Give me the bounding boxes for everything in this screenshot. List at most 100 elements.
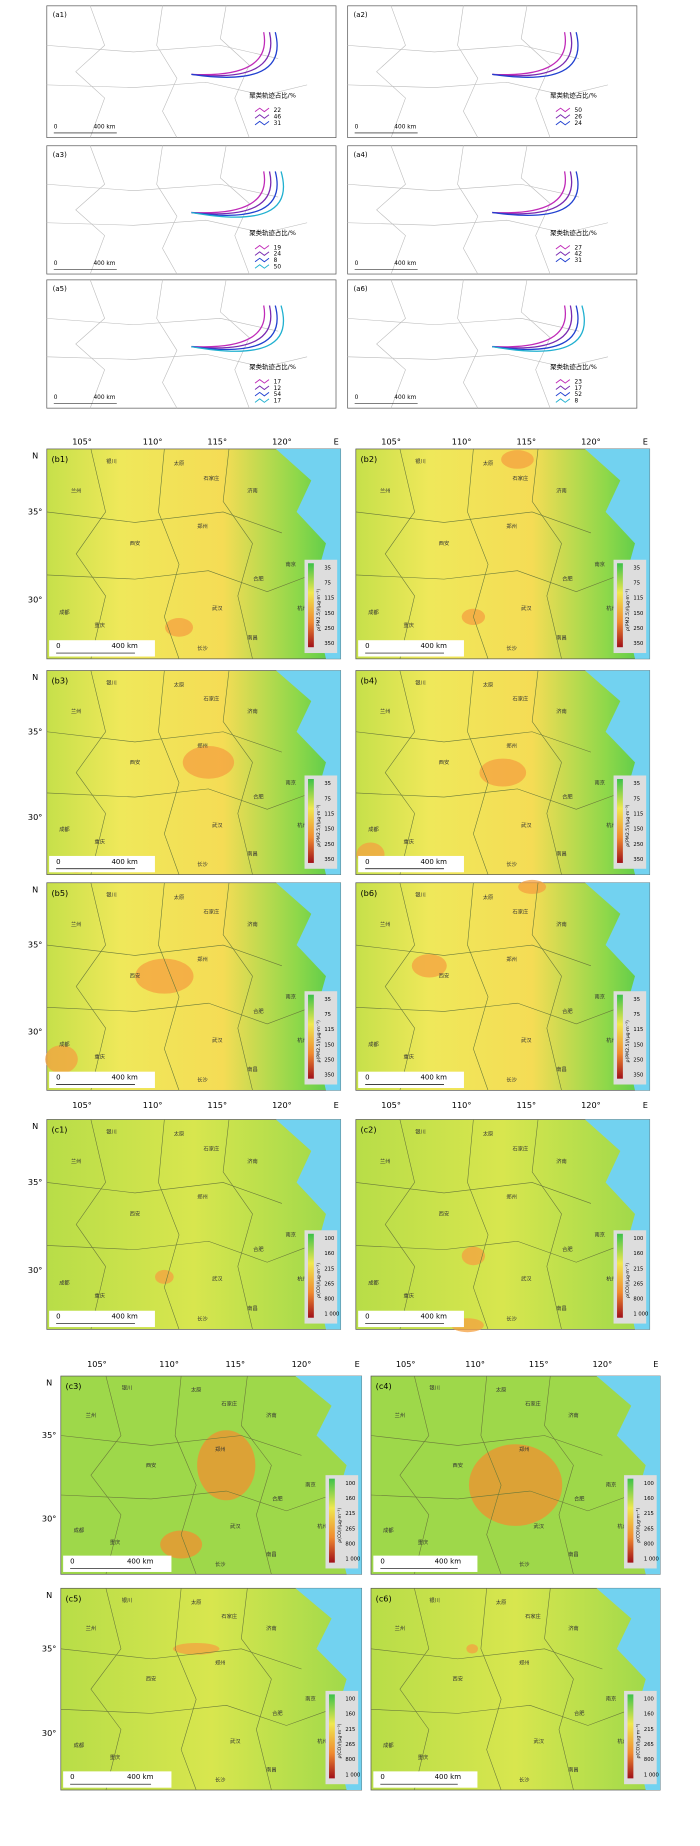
city-label: 成都 [368,608,379,616]
city-label: 南昌 [556,633,566,641]
border [531,448,562,659]
city-label: 杭州 [297,604,307,612]
colorbar [329,1478,335,1563]
border [75,1119,106,1330]
city-label: 兰州 [71,486,81,494]
city-label: 济南 [247,486,257,494]
trajectory [191,305,278,350]
border [46,45,279,59]
trajectory [191,171,266,214]
city-label: 重庆 [94,837,105,845]
scale-box [49,640,155,657]
colorbar-tick: 265 [644,1526,654,1532]
legend-value: 8 [274,258,278,264]
city-label: 南昌 [568,1765,578,1773]
city-label: 郑州 [197,522,207,530]
city-label: 南昌 [556,1065,566,1073]
legend-swatch [254,120,270,126]
colorbar-tick: 250 [324,626,334,632]
legend-swatch [254,264,270,269]
latitude-label: 30° [28,595,42,605]
city-label: 银川 [415,1128,425,1136]
scale-end: 400 km [420,1313,447,1321]
border [480,1588,502,1791]
colorbar-tick: 350 [633,641,643,647]
hotspot [411,954,447,978]
city-label: 南京 [285,992,295,1000]
city-label: 石家庄 [221,1399,237,1407]
city-label: 重庆 [403,1053,414,1061]
latitude-label: 30° [28,1027,42,1037]
hotspot [172,1642,220,1655]
city-label: 兰州 [380,486,390,494]
border [46,1240,312,1263]
hotspot [135,958,194,994]
scale-start: 0 [56,642,60,650]
border [347,318,580,332]
city-label: 重庆 [403,621,414,629]
border [376,145,406,275]
border [241,1376,272,1575]
border [156,145,178,275]
trajectory [492,32,579,78]
border [384,670,415,875]
legend-value: 22 [274,108,282,114]
panel-label: (c4) [376,1381,392,1391]
border [46,318,279,332]
hotspot [461,1246,486,1266]
city-label: 杭州 [606,821,616,829]
legend-swatch [254,391,270,397]
city-label: 南昌 [556,850,566,858]
city-label: 太原 [191,1385,201,1393]
city-label: 西安 [130,758,140,766]
colorbar-tick: 75 [324,1012,331,1018]
scale-box [358,855,464,873]
colorbar [308,994,314,1079]
city-label: 南昌 [247,850,257,858]
city-label: 太原 [174,680,184,688]
city-label: 重庆 [403,1291,414,1299]
city-label: 济南 [568,1624,578,1632]
scale-end: 400 km [127,1557,154,1565]
border [347,353,609,368]
city-label: 合肥 [272,1709,283,1717]
border [480,1376,502,1575]
colorbar [617,778,623,863]
trajectory [191,305,266,348]
border [222,1119,253,1330]
colorbar-tick: 250 [324,1058,334,1064]
border [467,882,489,1091]
city-label: 石家庄 [513,474,529,482]
colorbar-tick: 160 [324,1251,334,1257]
city-label: 银川 [415,891,425,899]
city-label: 南昌 [266,1765,276,1773]
city-label: 南京 [285,778,295,786]
city-label: 银川 [429,1596,439,1604]
city-label: 武汉 [521,604,532,612]
city-label: 郑州 [519,1445,529,1453]
legend-value: 19 [274,245,282,251]
map-frame [347,5,638,138]
panel-label: (c3) [65,1381,81,1391]
colorbar-tick: 115 [633,811,643,817]
border [75,882,106,1091]
longitude-label: 105° [396,1359,416,1369]
city-label: 济南 [247,1157,257,1165]
latitude-label: 30° [42,1513,56,1523]
map-background [46,882,342,1091]
city-label: 兰州 [86,1411,96,1419]
trajectory [492,32,567,76]
city-label: 重庆 [110,1753,121,1761]
legend-value: 42 [575,252,583,258]
legend-value: 24 [274,252,282,258]
hotspot [165,618,194,637]
east-label: E [643,1100,648,1110]
city-label: 南昌 [247,1065,257,1073]
city-label: 济南 [266,1411,276,1419]
panel-label: (b5) [51,888,68,898]
border [370,1490,632,1512]
city-label: 石家庄 [513,695,529,703]
map-frame [46,279,337,409]
city-label: 西安 [439,972,449,980]
border [355,944,592,967]
